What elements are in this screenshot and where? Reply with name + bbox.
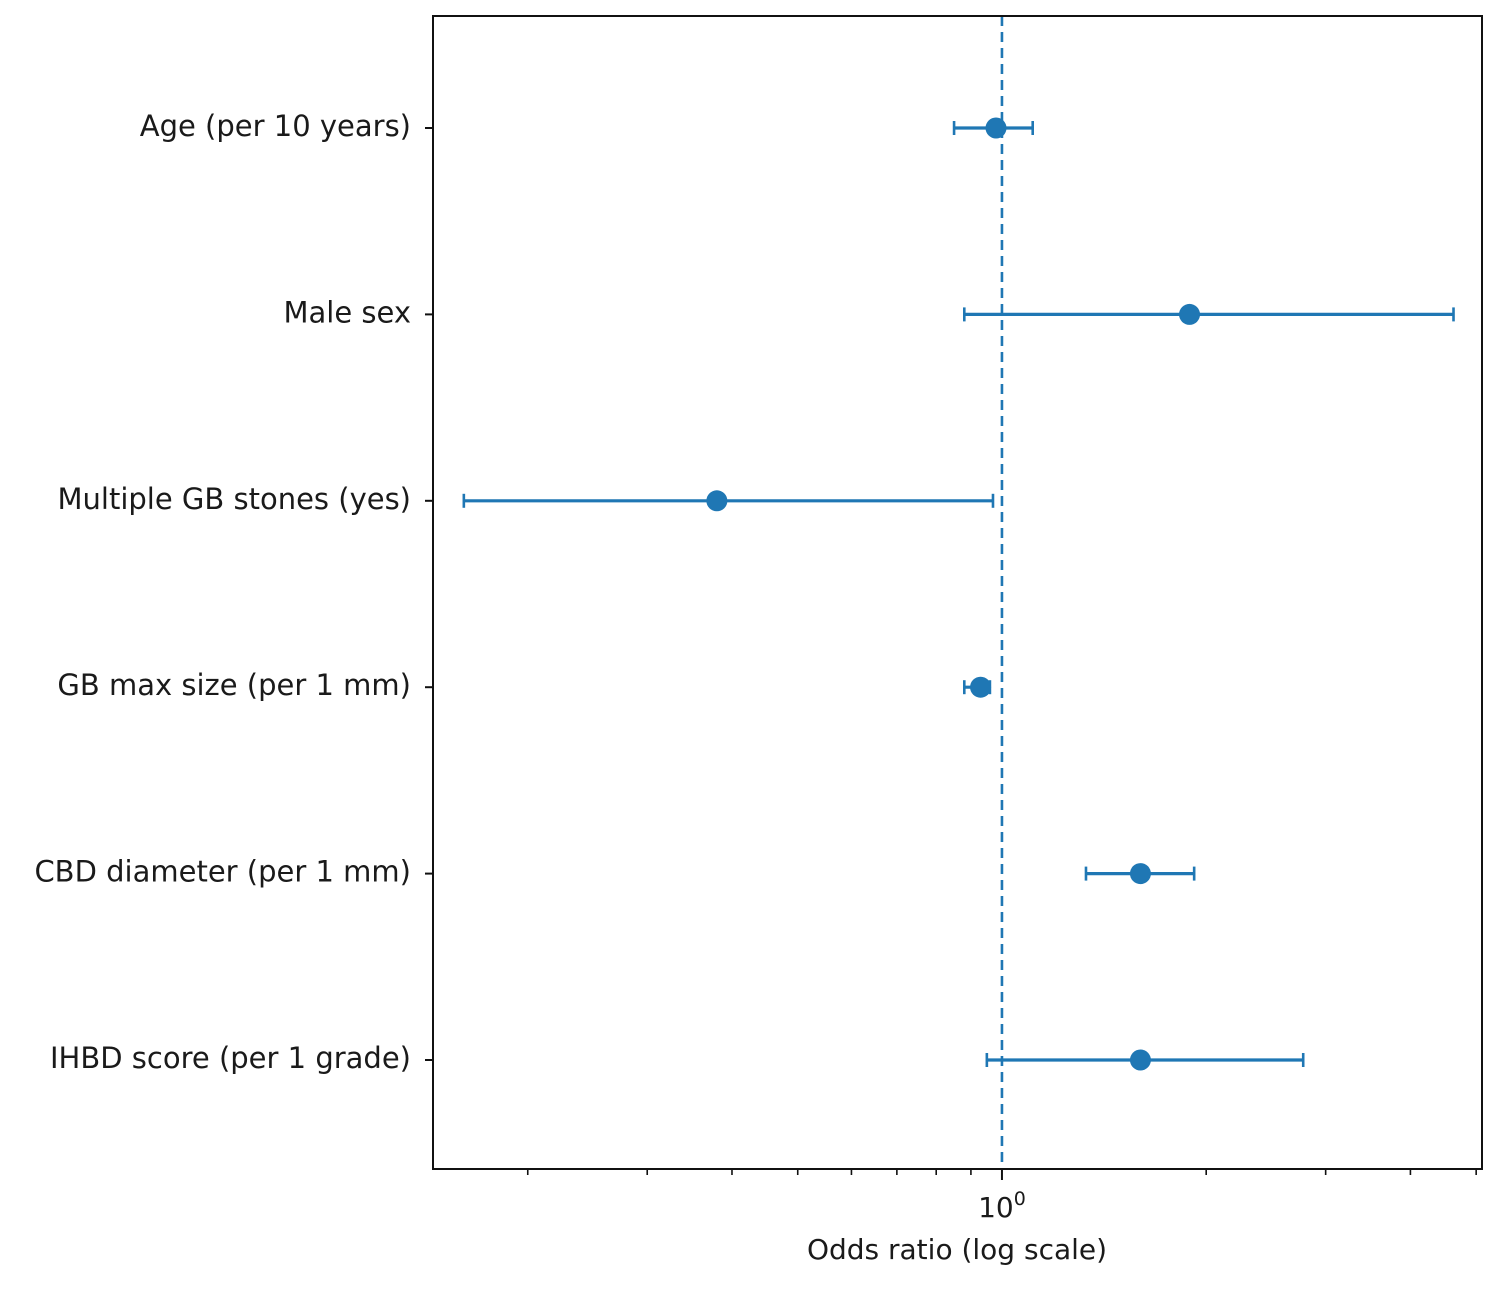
y-tick-label: Multiple GB stones (yes) <box>57 482 411 516</box>
odds-ratio-point <box>1129 1049 1151 1071</box>
y-tick-label: GB max size (per 1 mm) <box>57 668 411 702</box>
axes-layer: Age (per 10 years) Male sex Multiple GB st… <box>34 109 1477 1224</box>
y-tick-label: CBD diameter (per 1 mm) <box>34 855 411 889</box>
plot-frame <box>432 15 1483 1170</box>
plot-background <box>433 16 1482 1169</box>
y-tick-label: Age (per 10 years) <box>140 109 411 143</box>
odds-ratio-point <box>985 117 1007 139</box>
odds-ratio-point <box>706 490 728 512</box>
x-tick-label: 100 <box>978 1188 1026 1224</box>
y-tick-label: Male sex <box>283 295 411 329</box>
odds-ratio-point <box>1129 863 1151 885</box>
odds-ratio-point <box>970 676 992 698</box>
odds-ratio-point <box>1179 303 1201 325</box>
y-tick-label: IHBD score (per 1 grade) <box>50 1041 411 1075</box>
marks-layer <box>462 16 1455 1169</box>
x-axis-title: Odds ratio (log scale) <box>807 1233 1107 1266</box>
